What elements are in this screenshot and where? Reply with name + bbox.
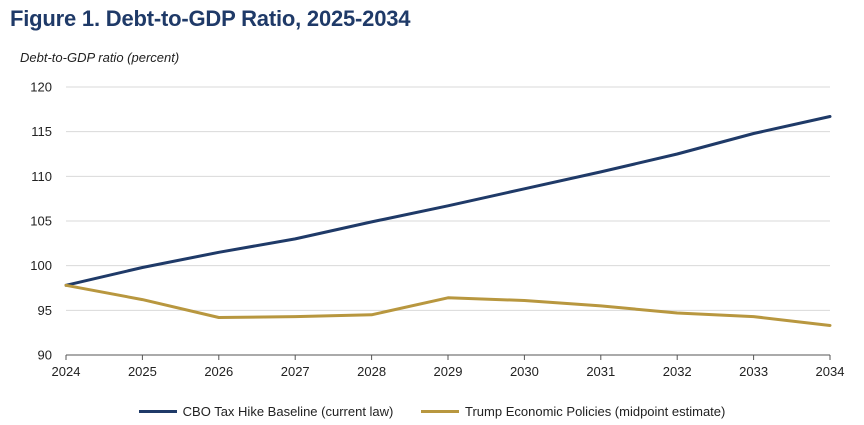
gridlines	[66, 86, 830, 311]
x-tick-label: 2030	[510, 364, 539, 379]
y-tick-label: 95	[38, 303, 52, 318]
series-line-trump-policies	[64, 283, 832, 327]
legend-swatch-trump-policies	[421, 410, 460, 413]
y-tick-label: 100	[30, 258, 52, 273]
series-line-cbo-baseline	[64, 115, 832, 287]
x-axis-ticks: 2024 2025 2026 2027 2028 2029 2030 2031 2032 2033…	[52, 355, 845, 379]
x-tick-label: 2025	[128, 364, 157, 379]
y-axis-ticks: 90 95 100 105 110 115 120	[30, 80, 52, 363]
legend: CBO Tax Hike Baseline (current law) Trum…	[0, 401, 864, 419]
chart-title: Figure 1. Debt-to-GDP Ratio, 2025-2034	[10, 6, 411, 31]
x-tick-label: 2029	[434, 364, 463, 379]
series-lines	[64, 115, 832, 327]
x-tick-label: 2027	[281, 364, 310, 379]
x-tick-label: 2032	[663, 364, 692, 379]
x-tick-label: 2024	[52, 364, 81, 379]
legend-swatch-cbo-baseline	[138, 410, 177, 413]
x-tick-label: 2034	[816, 364, 845, 379]
x-tick-label: 2028	[357, 364, 386, 379]
y-tick-label: 90	[38, 348, 52, 363]
legend-label-cbo-baseline: CBO Tax Hike Baseline (current law)	[182, 404, 394, 419]
y-axis-label: Debt-to-GDP ratio (percent)	[20, 50, 180, 65]
legend-item-cbo-baseline: CBO Tax Hike Baseline (current law)	[138, 404, 394, 419]
x-tick-label: 2033	[739, 364, 768, 379]
y-tick-label: 120	[30, 80, 52, 95]
line-chart: 90 95 100 105 110 115 120 2024 2025 2026 2027 2028…	[30, 80, 845, 380]
x-tick-label: 2031	[586, 364, 615, 379]
legend-label-trump-policies: Trump Economic Policies (midpoint estima…	[465, 404, 726, 419]
legend-item-trump-policies: Trump Economic Policies (midpoint estima…	[421, 404, 725, 419]
y-tick-label: 110	[31, 169, 52, 184]
y-tick-label: 115	[31, 124, 52, 139]
x-tick-label: 2026	[204, 364, 233, 379]
y-tick-label: 105	[30, 214, 52, 229]
